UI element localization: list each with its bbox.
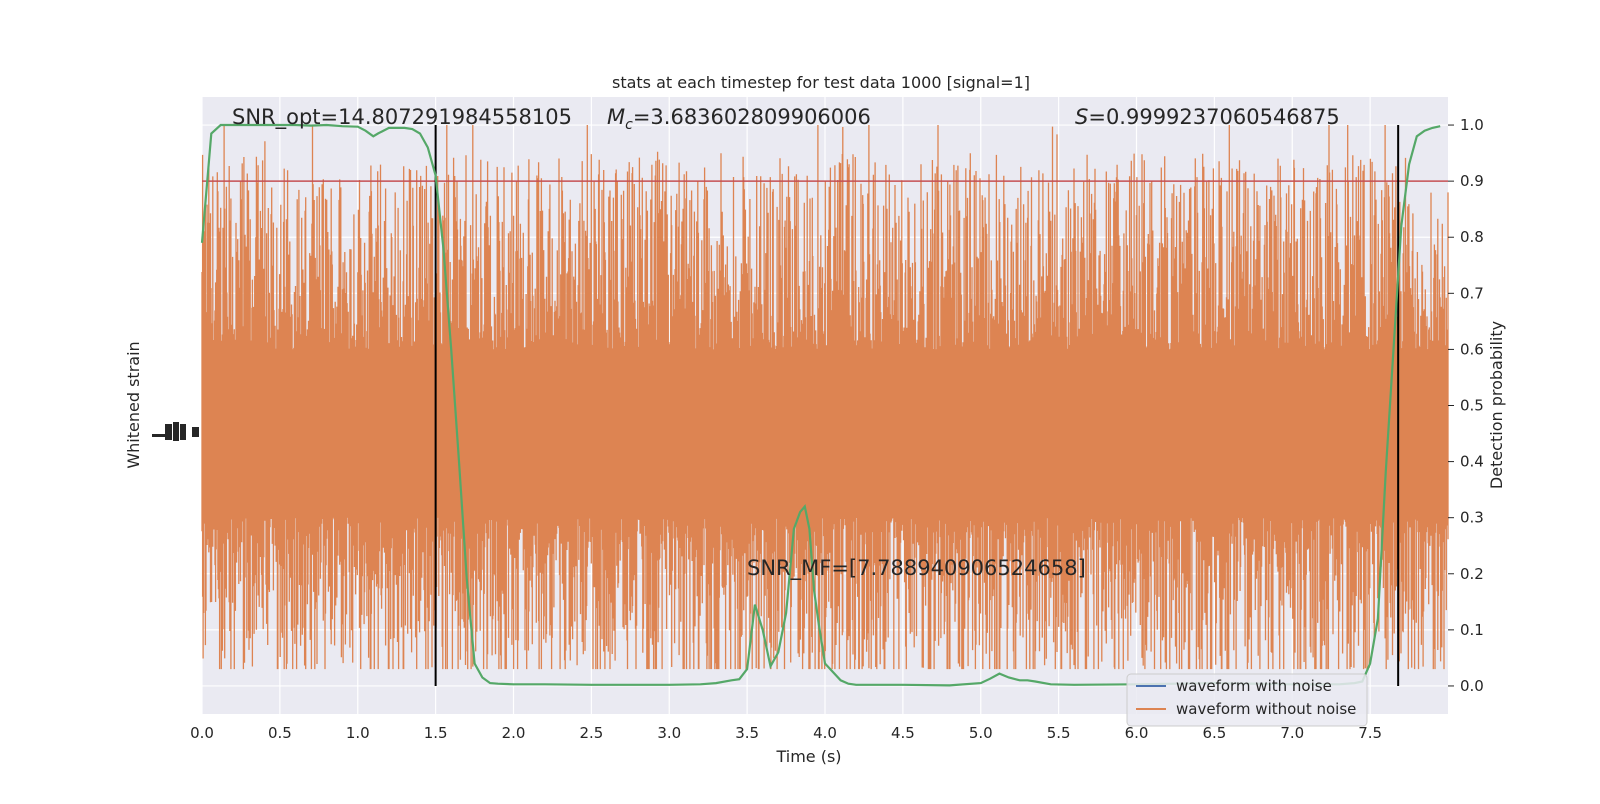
- x-tick-label: 1.0: [346, 724, 370, 742]
- chirp-mass-symbol: M: [607, 105, 625, 129]
- legend-label-with-noise: waveform with noise: [1176, 677, 1332, 695]
- y-tick-label: 0.8: [1460, 228, 1484, 246]
- y-tick-label: 0.9: [1460, 172, 1484, 190]
- x-tick-label: 3.5: [735, 724, 759, 742]
- detection-score-value: =0.9999237060546875: [1088, 105, 1339, 129]
- waveform-core: [202, 349, 1448, 518]
- left-axis-tick-cluster: [152, 422, 199, 441]
- y-tick-label: 0.6: [1460, 340, 1484, 358]
- snr-mf-annotation: SNR_MF=[7.788940906524658]: [747, 556, 1086, 581]
- y-tick-label: 0.1: [1460, 621, 1484, 639]
- x-tick-label: 5.5: [1047, 724, 1071, 742]
- x-tick-label: 4.5: [891, 724, 915, 742]
- legend-box: [1126, 673, 1368, 727]
- chirp-mass-annotation: Mc=3.683602809906006: [607, 105, 871, 133]
- legend: waveform with noise waveform without noi…: [1126, 673, 1368, 727]
- chart-title: stats at each timestep for test data 100…: [612, 73, 1030, 92]
- x-tick-label: 2.0: [502, 724, 526, 742]
- y-tick-label: 0.2: [1460, 565, 1484, 583]
- y-tick-label: 0.0: [1460, 677, 1484, 695]
- x-tick-label: 6.5: [1202, 724, 1226, 742]
- legend-label-without-noise: waveform without noise: [1176, 700, 1356, 718]
- x-axis-label: Time (s): [775, 747, 841, 766]
- x-tick-label: 3.0: [657, 724, 681, 742]
- detection-score-annotation: S=0.9999237060546875: [1075, 105, 1340, 129]
- x-axis-ticks: 0.0 0.5 1.0 1.5 2.0 2.5 3.0 3.5 4.0 4.5 5.0 5.5 6.0 6…: [190, 724, 1382, 742]
- detection-score-symbol: S: [1075, 105, 1088, 129]
- x-tick-label: 2.5: [579, 724, 603, 742]
- y-tick-label: 1.0: [1460, 116, 1484, 134]
- y-axis-right-label: Detection probability: [1487, 321, 1506, 489]
- chirp-mass-value: =3.683602809906006: [633, 105, 871, 129]
- waveform-without-noise-series: [201, 125, 1449, 670]
- y-axis-left-label: Whitened strain: [124, 341, 143, 468]
- x-tick-label: 1.5: [424, 724, 448, 742]
- snr-opt-annotation: SNR_opt=14.807291984558105: [232, 105, 572, 130]
- reference-lines: [202, 125, 1448, 686]
- y-tick-label: 0.5: [1460, 397, 1484, 415]
- x-tick-label: 7.5: [1358, 724, 1382, 742]
- y-tick-label: 0.3: [1460, 509, 1484, 527]
- y-tick-label: 0.7: [1460, 284, 1484, 302]
- x-tick-label: 4.0: [813, 724, 837, 742]
- x-tick-label: 0.0: [190, 724, 214, 742]
- x-tick-label: 6.0: [1125, 724, 1149, 742]
- x-tick-label: 5.0: [969, 724, 993, 742]
- y-tick-label: 0.4: [1460, 453, 1484, 471]
- chirp-mass-subscript: c: [625, 117, 633, 133]
- x-tick-label: 0.5: [268, 724, 292, 742]
- y-axis-right-ticks: 0.0 0.1 0.2 0.3 0.4 0.5 0.6 0.7 0.8 0.9 1.0: [1448, 116, 1484, 695]
- x-tick-label: 7.0: [1280, 724, 1304, 742]
